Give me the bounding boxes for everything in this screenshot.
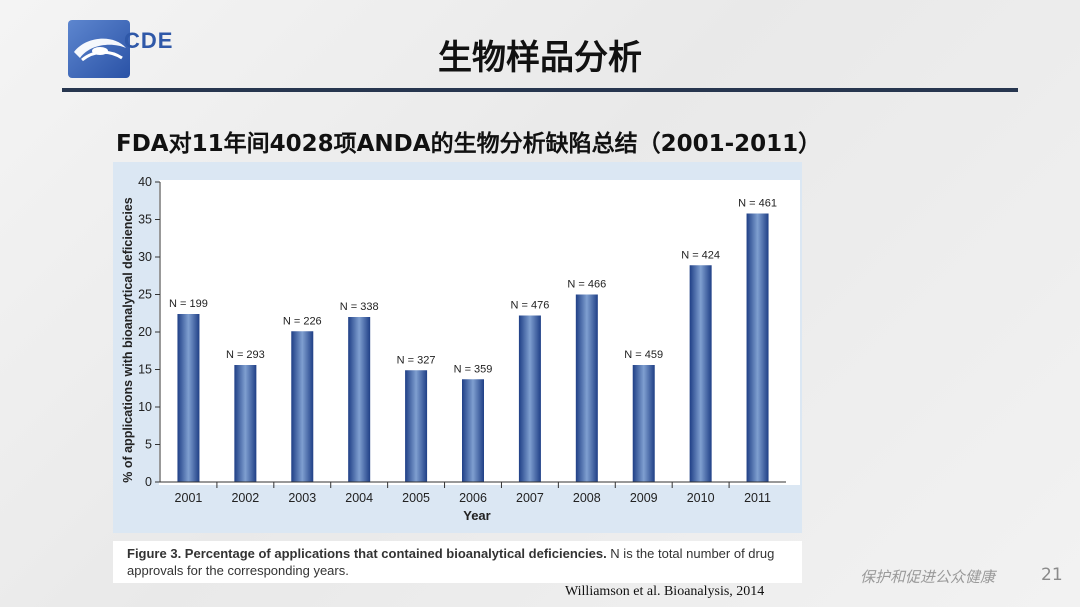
- slide-subtitle: FDA对11年间4028项ANDA的生物分析缺陷总结（2001-2011）: [116, 131, 822, 157]
- bar-label: N = 338: [340, 301, 379, 313]
- y-tick-label: 20: [138, 325, 152, 339]
- y-tick-label: 10: [138, 400, 152, 414]
- bar-label: N = 226: [283, 315, 322, 327]
- y-tick-label: 40: [138, 175, 152, 189]
- bar: [518, 315, 541, 482]
- bar-label: N = 476: [510, 300, 549, 312]
- y-axis-label: % of applications with bioanalytical def…: [121, 197, 135, 483]
- caption-bold: Figure 3. Percentage of applications tha…: [127, 546, 607, 561]
- x-axis-label: Year: [463, 508, 490, 523]
- bar-label: N = 293: [226, 349, 265, 361]
- bar: [689, 265, 712, 482]
- slide-title: 生物样品分析: [438, 38, 642, 78]
- x-tick-label: 2005: [402, 491, 430, 505]
- y-tick-label: 0: [145, 475, 152, 489]
- bar-label: N = 461: [738, 198, 777, 210]
- caption-text: N is the total number of drug approvals …: [127, 546, 775, 578]
- bar: [291, 331, 314, 482]
- x-tick-label: 2009: [630, 491, 658, 505]
- bar-label: N = 466: [567, 279, 606, 291]
- x-tick-label: 2004: [345, 491, 373, 505]
- x-tick-label: 2011: [744, 491, 771, 505]
- y-tick-label: 25: [138, 288, 152, 302]
- bar: [348, 317, 371, 482]
- y-tick-label: 15: [138, 363, 152, 377]
- bar-label: N = 459: [624, 349, 663, 361]
- bar-label: N = 359: [454, 363, 493, 375]
- bar: [462, 379, 484, 482]
- x-tick-label: 2006: [459, 491, 487, 505]
- logo-text: CDE: [124, 28, 174, 53]
- bar: [234, 365, 257, 482]
- page-number: 21: [1041, 565, 1063, 585]
- footer-slogan: 保护和促进公众健康: [860, 568, 996, 586]
- source-citation: Williamson et al. Bioanalysis, 2014: [565, 584, 765, 599]
- bar: [746, 213, 769, 482]
- x-tick-label: 2001: [175, 491, 203, 505]
- cde-emblem-icon: [68, 20, 130, 78]
- bar: [177, 314, 200, 482]
- bar-chart: 0 5 10 15 20 25 30 35 40 N = 199 N = 293 N = 226 N …: [121, 175, 800, 523]
- y-tick-label: 5: [145, 438, 152, 452]
- x-tick-label: 2002: [231, 491, 259, 505]
- y-tick-label: 35: [138, 213, 152, 227]
- y-tick-label: 30: [138, 250, 152, 264]
- title-divider: [62, 88, 1018, 92]
- bar: [632, 365, 655, 482]
- bar: [575, 294, 598, 482]
- x-tick-label: 2007: [516, 491, 544, 505]
- x-tick-label: 2008: [573, 491, 601, 505]
- bar-label: N = 199: [169, 298, 208, 310]
- bar-label: N = 424: [681, 249, 720, 261]
- x-tick-label: 2003: [288, 491, 316, 505]
- x-tick-label: 2010: [687, 491, 715, 505]
- bar: [405, 370, 428, 482]
- figure-caption: Figure 3. Percentage of applications tha…: [113, 541, 802, 583]
- bar-label: N = 327: [397, 354, 436, 366]
- cde-logo: [66, 18, 202, 80]
